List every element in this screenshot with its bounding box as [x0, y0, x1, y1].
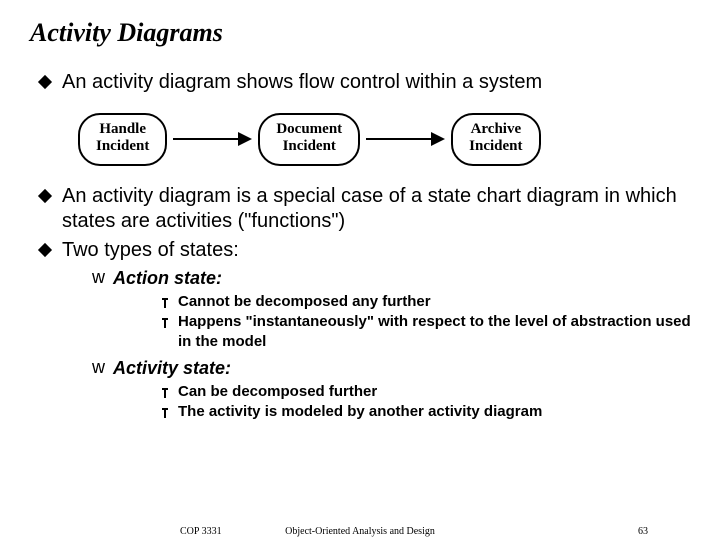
w-bullet-icon: w — [92, 267, 105, 289]
arrow-line-icon — [366, 138, 432, 140]
diamond-bullet-icon — [38, 75, 52, 89]
action-item-2: Happens "instantaneously" with respect t… — [178, 312, 700, 353]
activity-state-label: Activity state: — [113, 357, 231, 380]
arrow-head-icon — [431, 132, 445, 146]
activity-item-1: Can be decomposed further — [178, 382, 377, 402]
diamond-bullet-icon — [38, 242, 52, 256]
list-item: Cannot be decomposed any further — [162, 292, 700, 312]
arrow-line-icon — [173, 138, 239, 140]
node-document-incident: Document Incident — [258, 113, 360, 166]
bullet-1: An activity diagram shows flow control w… — [40, 70, 700, 95]
t-bullet-icon — [162, 388, 168, 398]
bullet-2: An activity diagram is a special case of… — [40, 184, 700, 234]
bullet-3: Two types of states: — [40, 238, 700, 263]
activity-item-2: The activity is modeled by another activ… — [178, 402, 542, 422]
node-archive-incident: Archive Incident — [451, 113, 540, 166]
activity-state-heading: w Activity state: — [92, 357, 700, 380]
arrow-head-icon — [238, 132, 252, 146]
activity-flow-diagram: Handle Incident Document Incident Archiv… — [40, 99, 700, 184]
page-title: Activity Diagrams — [0, 0, 720, 48]
node-handle-incident: Handle Incident — [78, 113, 167, 166]
action-state-label: Action state: — [113, 267, 222, 290]
list-item: The activity is modeled by another activ… — [162, 402, 700, 422]
action-item-1: Cannot be decomposed any further — [178, 292, 431, 312]
w-bullet-icon: w — [92, 357, 105, 379]
bullet-3-text: Two types of states: — [62, 238, 239, 263]
arrow-2 — [366, 132, 445, 146]
action-state-block: w Action state: Cannot be decomposed any… — [40, 267, 700, 423]
content-area: An activity diagram shows flow control w… — [0, 48, 720, 423]
activity-state-items: Can be decomposed further The activity i… — [92, 382, 700, 423]
bullet-2-text: An activity diagram is a special case of… — [62, 184, 700, 234]
t-bullet-icon — [162, 298, 168, 308]
footer-page-number: 63 — [638, 526, 648, 537]
footer-title: Object-Oriented Analysis and Design — [0, 526, 720, 537]
list-item: Happens "instantaneously" with respect t… — [162, 312, 700, 353]
arrow-1 — [173, 132, 252, 146]
list-item: Can be decomposed further — [162, 382, 700, 402]
action-state-items: Cannot be decomposed any further Happens… — [92, 292, 700, 353]
diamond-bullet-icon — [38, 188, 52, 202]
t-bullet-icon — [162, 408, 168, 418]
action-state-heading: w Action state: — [92, 267, 700, 290]
bullet-1-text: An activity diagram shows flow control w… — [62, 70, 542, 95]
t-bullet-icon — [162, 318, 168, 328]
